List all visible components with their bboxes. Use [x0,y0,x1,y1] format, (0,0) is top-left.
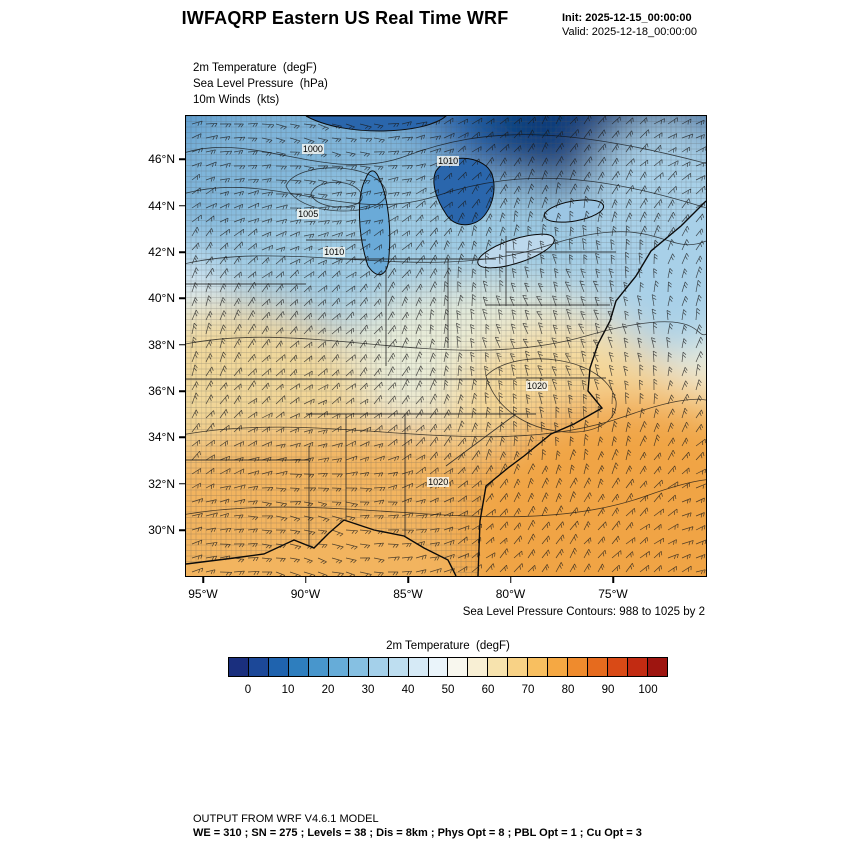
model-config-label: WE = 310 ; SN = 275 ; Levels = 38 ; Dis … [193,827,642,839]
field-label: 2m Temperature (degF) [193,62,317,74]
colorbar-tick-label: 30 [361,684,375,696]
colorbar-cell [428,658,449,676]
lon-axis-label: 85°W [393,587,423,601]
map-figure: 46°N 44°N 42°N 40°N 38°N 36°N 34°N 32°N 30°N 95°W… [148,115,707,601]
lon-tick [304,576,307,583]
field-label: Sea Level Pressure (hPa) [193,78,328,90]
init-time: Init: 2025-12-15_00:00:00 [562,12,692,24]
lat-tick [179,390,186,392]
colorbar-tick-label: 50 [441,684,455,696]
colorbar-ticks: 0 10 20 30 40 50 60 70 80 90 100 [228,684,668,700]
colorbar-cell [308,658,329,676]
lat-tick [179,158,186,160]
valid-time: Valid: 2025-12-18_00:00:00 [562,26,697,38]
footer: OUTPUT FROM WRF V4.6.1 MODEL WE = 310 ; … [193,812,642,840]
lat-tick [179,436,186,439]
lat-tick [179,251,186,253]
colorbar-cell [288,658,309,676]
pressure-contour-label: 1010 [437,156,460,167]
lat-tick [179,482,186,485]
page-title: IWFAQRP Eastern US Real Time WRF [181,8,509,28]
lat-axis-label: 40°N [148,291,175,306]
lat-tick [179,529,186,531]
colorbar-cell [348,658,369,676]
colorbar-tick-label: 100 [638,684,658,696]
colorbar-tick-label: 70 [521,684,535,696]
map-canvas [186,116,706,576]
pressure-contour-label: 1020 [525,381,549,392]
state-borders [186,236,616,546]
colorbar-cell [648,658,667,676]
lon-axis-label: 75°W [598,587,628,601]
lat-axis-label: 34°N [148,430,175,445]
colorbar-cell [408,658,429,676]
colorbar-cell [368,658,389,676]
wind-barbs [191,116,706,576]
colorbar-cell [229,658,249,676]
colorbar-cell [508,658,529,676]
field-labels: 2m Temperature (degF) Sea Level Pressure … [193,60,328,108]
lat-axis-label: 42°N [148,245,175,259]
lat-axis-label: 32°N [148,476,175,491]
colorbar-title: 2m Temperature (degF) [386,640,510,652]
colorbar-cell [488,658,509,676]
colorbar-cell [528,658,549,676]
colorbar-cell [628,658,649,676]
lat-axis-label: 38°N [148,337,175,352]
lon-tick [612,576,614,583]
lat-tick [179,343,186,346]
contour-note: Sea Level Pressure Contours: 988 to 1025… [462,606,705,618]
lat-axis-label: 30°N [148,523,175,537]
lat-axis-label: 44°N [148,198,175,213]
lat-tick [179,297,186,300]
colorbar-cell [548,658,569,676]
colorbar-cell [268,658,289,676]
colorbar-tick-label: 20 [321,684,335,696]
colorbar-cell [248,658,269,676]
lon-tick [509,576,512,583]
colorbar-cell [568,658,589,676]
colorbar-cell [468,658,489,676]
pressure-contour-label: 1000 [301,144,324,155]
lat-axis-label: 46°N [148,152,175,166]
lon-tick [202,576,204,583]
colorbar-tick-label: 60 [481,684,495,696]
colorbar-cell [588,658,609,676]
field-label: 10m Winds (kts) [193,94,280,106]
colorbar-tick-label: 90 [601,684,615,696]
lon-axis-label: 90°W [290,587,321,601]
colorbar [228,657,668,677]
run-times: Init: 2025-12-15_00:00:00 Valid: 2025-12… [562,11,697,39]
lat-axis-label: 36°N [148,384,175,398]
colorbar-cell [328,658,349,676]
colorbar-cell [388,658,409,676]
colorbar-cell [448,658,469,676]
pressure-contour-label: 1010 [323,247,346,258]
colorbar-tick-label: 40 [401,684,415,696]
colorbar-tick-label: 0 [244,684,252,696]
lon-axis-label: 80°W [495,587,526,601]
lat-tick [179,204,186,207]
pressure-contour-label: 1020 [427,477,450,488]
colorbar-cell [608,658,629,676]
coastline [186,200,706,576]
colorbar-tick-label: 80 [561,684,575,696]
colorbar-tick-label: 10 [281,684,295,696]
pressure-contour-label: 1005 [297,208,320,219]
lon-axis-label: 95°W [188,587,218,601]
model-output-label: OUTPUT FROM WRF V4.6.1 MODEL [193,813,379,825]
lon-tick [407,576,409,583]
